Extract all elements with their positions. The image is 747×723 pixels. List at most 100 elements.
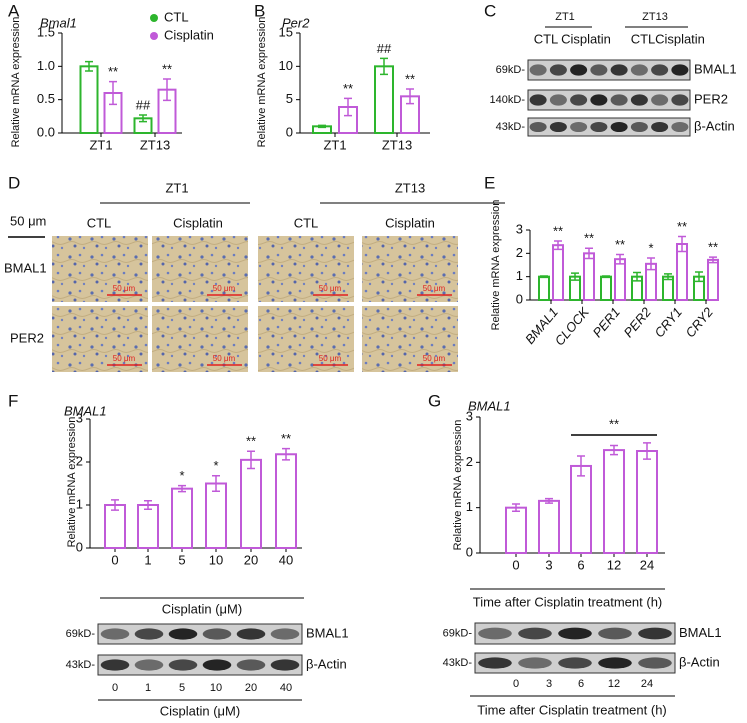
lane-label: 0 bbox=[112, 682, 118, 694]
error-bar bbox=[585, 247, 593, 260]
error-bar bbox=[633, 271, 641, 282]
x-axis-label: Time after Cisplatin treatment (h) bbox=[473, 594, 663, 609]
blot-band bbox=[590, 121, 608, 133]
lane-label: 20 bbox=[245, 682, 257, 694]
lane-label: 12 bbox=[608, 678, 620, 690]
blot-band bbox=[202, 659, 232, 671]
bar bbox=[104, 504, 126, 549]
bar bbox=[614, 258, 626, 301]
blot-protein: β-Actin bbox=[306, 656, 347, 671]
panel-label: F bbox=[8, 391, 18, 410]
blot-protein: β-Actin bbox=[679, 654, 720, 669]
blot-band bbox=[529, 94, 547, 106]
y-axis-label: Relative mRNA expression bbox=[66, 417, 78, 548]
error-bar bbox=[545, 497, 553, 504]
row-label: BMAL1 bbox=[4, 260, 47, 275]
blot-band bbox=[529, 64, 547, 76]
blot-size: 43kD- bbox=[66, 659, 96, 671]
tissue-image bbox=[258, 236, 354, 302]
image-scale-label: 50 μm bbox=[319, 354, 342, 363]
x-tick-label: 0 bbox=[512, 557, 519, 572]
blot-band bbox=[236, 659, 266, 671]
y-axis-label: Relative mRNA expression bbox=[10, 17, 22, 148]
x-axis-label: Cisplatin (μM) bbox=[162, 601, 242, 616]
y-tick-label: 0.0 bbox=[37, 124, 55, 139]
row-label: PER2 bbox=[10, 330, 44, 345]
significance: ** bbox=[584, 231, 594, 246]
y-tick-label: 10 bbox=[279, 58, 293, 73]
blot-band bbox=[478, 627, 512, 640]
y-tick-label: 2 bbox=[516, 245, 523, 260]
group-label: ZT1 bbox=[165, 180, 188, 195]
lane-label: Cisplatin bbox=[655, 31, 705, 46]
blot-band bbox=[570, 121, 588, 133]
lane-label: 10 bbox=[210, 682, 222, 694]
blot-band bbox=[478, 657, 512, 669]
blot-protein: PER2 bbox=[694, 91, 728, 106]
blot-band bbox=[518, 627, 552, 640]
blot-band bbox=[638, 627, 672, 640]
x-tick-label: 5 bbox=[178, 552, 185, 567]
panel-label: B bbox=[254, 1, 265, 20]
blot-band bbox=[558, 657, 592, 669]
x-tick-label: ZT1 bbox=[89, 137, 112, 152]
blot-size: 43kD- bbox=[443, 657, 473, 669]
image-scale-label: 50 μm bbox=[113, 354, 136, 363]
blot-band bbox=[549, 64, 567, 76]
error-bar bbox=[709, 256, 717, 264]
bar bbox=[707, 258, 719, 302]
image-scale-label: 50 μm bbox=[213, 354, 236, 363]
bar bbox=[603, 449, 625, 554]
error-bar bbox=[380, 57, 388, 76]
error-bar bbox=[109, 80, 117, 106]
column-label: CTL bbox=[294, 215, 319, 230]
error-bar bbox=[178, 484, 186, 493]
x-axis-label: Cisplatin (μM) bbox=[160, 703, 240, 718]
blot-band bbox=[134, 628, 164, 640]
blot-size: 69kD- bbox=[496, 64, 526, 76]
x-tick-label: ZT1 bbox=[323, 137, 346, 152]
significance: * bbox=[648, 240, 653, 255]
blot-band bbox=[100, 659, 130, 671]
y-axis-label: Relative mRNA expression bbox=[490, 200, 502, 331]
blot-band bbox=[598, 657, 632, 669]
lane-label: Cisplatin bbox=[561, 31, 611, 46]
x-tick-label: ZT13 bbox=[382, 137, 412, 152]
error-bar bbox=[540, 275, 548, 279]
panel-label: G bbox=[428, 391, 441, 410]
bar bbox=[275, 453, 297, 550]
image-scale-label: 50 μm bbox=[423, 284, 446, 293]
y-tick-label: 2 bbox=[76, 453, 83, 468]
y-tick-label: 3 bbox=[76, 410, 83, 425]
blot-band bbox=[598, 627, 632, 640]
blot-strip bbox=[527, 89, 691, 111]
lane-label: 0 bbox=[513, 678, 519, 690]
y-tick-label: 0 bbox=[76, 539, 83, 554]
bar bbox=[676, 243, 688, 301]
scale-label: 50 μm bbox=[10, 213, 46, 228]
y-tick-label: 0 bbox=[286, 124, 293, 139]
panel-label: D bbox=[8, 173, 20, 192]
error-bar bbox=[163, 78, 171, 102]
blot-strip bbox=[527, 59, 691, 81]
tissue-image bbox=[362, 236, 458, 302]
error-bar bbox=[282, 447, 290, 461]
blot-band bbox=[100, 628, 130, 640]
y-tick-label: 0 bbox=[516, 291, 523, 306]
chart-title: BMAL1 bbox=[64, 403, 107, 418]
legend-label: Cisplatin bbox=[164, 27, 214, 42]
lane-label: 5 bbox=[179, 682, 185, 694]
x-tick-label: 3 bbox=[545, 557, 552, 572]
blot-band bbox=[270, 628, 300, 640]
y-tick-label: 1 bbox=[516, 268, 523, 283]
image-scale-label: 50 μm bbox=[423, 354, 446, 363]
bar bbox=[171, 487, 193, 550]
error-bar bbox=[85, 60, 93, 72]
significance: * bbox=[213, 458, 218, 473]
y-tick-label: 1 bbox=[466, 499, 473, 514]
blot-size: 69kD- bbox=[66, 628, 96, 640]
lane-label: CTL bbox=[534, 31, 559, 46]
y-tick-label: 1.5 bbox=[37, 24, 55, 39]
blot-band bbox=[168, 628, 198, 640]
